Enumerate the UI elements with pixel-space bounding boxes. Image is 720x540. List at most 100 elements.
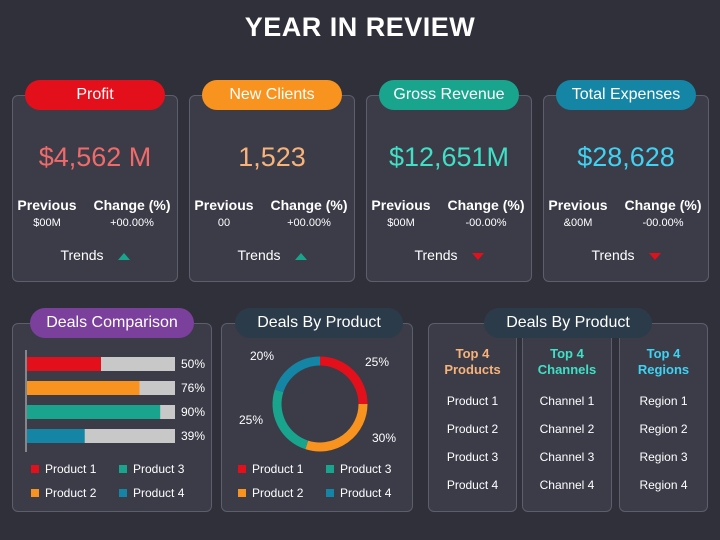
top-list-item: Region 4	[639, 478, 688, 492]
top-list-title-line2: Products	[444, 362, 501, 377]
legend-swatch	[238, 489, 246, 497]
top-list-item: Product 3	[446, 450, 499, 464]
legend-label: Product 4	[133, 486, 185, 500]
top-list-item: Product 1	[446, 394, 499, 408]
bar	[27, 429, 85, 443]
legend-swatch	[31, 489, 39, 497]
kpi-change-value: +00.00%	[287, 217, 331, 229]
kpi-pill: Gross Revenue	[379, 80, 519, 110]
top-list-item: Channel 2	[539, 422, 595, 436]
top-list-title-line1: Top 4	[550, 346, 584, 361]
kpi-previous-label: Previous	[194, 197, 254, 213]
top-list-card: Top 4 Regions Region 1 Region 2 Region 3 Re…	[619, 323, 708, 512]
top-list-title-line2: Regions	[637, 362, 690, 377]
kpi-value: $28,628	[577, 142, 675, 172]
bar	[27, 357, 101, 371]
kpi-trend: Trends	[13, 247, 177, 263]
kpi-pill: New Clients	[202, 80, 342, 110]
top-list-title-line2: Channels	[537, 362, 597, 377]
legend-label: Product 1	[45, 462, 97, 476]
donut-slice-label: 25%	[239, 413, 263, 427]
donut-slice-label: 25%	[365, 355, 389, 369]
donut-slice	[272, 389, 309, 450]
legend-swatch	[238, 465, 246, 473]
legend-item: Product 3	[119, 462, 184, 476]
top-list-title: Top 4 Channels	[523, 346, 611, 378]
top-list-item: Product 4	[446, 478, 499, 492]
top-list-title: Top 4 Regions	[620, 346, 707, 378]
kpi-change-label: Change (%)	[447, 197, 525, 213]
trend-down-icon	[471, 252, 484, 260]
deals-by-product-card: 25% 30% 25% 20% Product 1 Product 3 Product 2…	[221, 323, 413, 512]
top-list-title-line1: Top 4	[455, 346, 490, 361]
kpi-previous-value: &00M	[563, 217, 593, 229]
kpi-trend: Trends	[190, 247, 354, 263]
kpi-trend-label: Trends	[237, 247, 281, 263]
page-title: YEAR IN REVIEW	[244, 12, 476, 42]
legend-label: Product 2	[252, 486, 304, 500]
legend-item: Product 4	[119, 486, 184, 500]
kpi-value: $12,651M	[388, 142, 510, 172]
kpi-card: $4,562 M Previous $00M Change (%) +00.00…	[12, 95, 178, 282]
legend-item: Product 3	[326, 462, 391, 476]
legend-swatch	[326, 489, 334, 497]
top-list-title-line1: Top 4	[646, 346, 681, 361]
kpi-pill: Profit	[25, 80, 165, 110]
legend-item: Product 1	[238, 462, 303, 476]
kpi-previous: Previous $00M	[371, 197, 431, 229]
legend-item: Product 2	[31, 486, 96, 500]
bar-value-label: 90%	[181, 405, 205, 419]
kpi-card: $28,628 Previous &00M Change (%) -00.00%…	[543, 95, 709, 282]
kpi-previous: Previous &00M	[548, 197, 608, 229]
kpi-previous: Previous 00	[194, 197, 254, 229]
kpi-change: Change (%) -00.00%	[622, 197, 704, 229]
top-list-item: Channel 4	[539, 478, 595, 492]
kpi-previous-value: $00M	[387, 217, 415, 229]
kpi-previous-label: Previous	[371, 197, 431, 213]
deals-by-product-legend: Product 1 Product 3 Product 2 Product 4	[238, 462, 414, 502]
kpi-trend-label: Trends	[591, 247, 635, 263]
legend-swatch	[31, 465, 39, 473]
legend-item: Product 4	[326, 486, 391, 500]
legend-swatch	[119, 489, 127, 497]
legend-label: Product 3	[133, 462, 185, 476]
kpi-previous-label: Previous	[17, 197, 77, 213]
deals-comparison-legend: Product 1 Product 3 Product 2 Product 4	[31, 462, 211, 502]
donut-slice-label: 20%	[250, 349, 274, 363]
legend-item: Product 2	[238, 486, 303, 500]
top-lists-pill: Deals By Product	[484, 308, 652, 338]
kpi-trend-label: Trends	[414, 247, 458, 263]
top-list-item: Region 2	[639, 422, 688, 436]
kpi-card: $12,651M Previous $00M Change (%) -00.00…	[366, 95, 532, 282]
kpi-previous-value: 00	[217, 217, 231, 229]
donut-slice	[274, 356, 321, 393]
kpi-change-label: Change (%)	[93, 197, 171, 213]
kpi-trend-label: Trends	[60, 247, 104, 263]
legend-label: Product 1	[252, 462, 304, 476]
kpi-change: Change (%) -00.00%	[445, 197, 527, 229]
top-list-title: Top 4 Products	[429, 346, 516, 378]
kpi-change-value: +00.00%	[110, 217, 154, 229]
trend-up-icon	[117, 252, 130, 260]
legend-label: Product 2	[45, 486, 97, 500]
donut-slice-label: 30%	[372, 431, 396, 445]
bar	[27, 381, 140, 395]
top-list-item: Region 3	[639, 450, 688, 464]
top-list-item: Region 1	[639, 394, 688, 408]
legend-swatch	[119, 465, 127, 473]
kpi-change-label: Change (%)	[270, 197, 348, 213]
top-list-card: Top 4 Channels Channel 1 Channel 2 Channel…	[522, 323, 612, 512]
bar	[27, 405, 161, 419]
legend-label: Product 4	[340, 486, 392, 500]
kpi-change-value: -00.00%	[642, 217, 684, 229]
bar-value-label: 50%	[181, 357, 205, 371]
kpi-trend: Trends	[544, 247, 708, 263]
legend-label: Product 3	[340, 462, 392, 476]
deals-comparison-pill: Deals Comparison	[30, 308, 194, 338]
kpi-previous-label: Previous	[548, 197, 608, 213]
kpi-change: Change (%) +00.00%	[91, 197, 173, 229]
kpi-value: $4,562 M	[38, 142, 152, 172]
deals-comparison-card: 50% 76% 90% 39% Product 1 Product 3 Product 2…	[12, 323, 212, 512]
kpi-change-label: Change (%)	[624, 197, 702, 213]
kpi-change-value: -00.00%	[465, 217, 507, 229]
